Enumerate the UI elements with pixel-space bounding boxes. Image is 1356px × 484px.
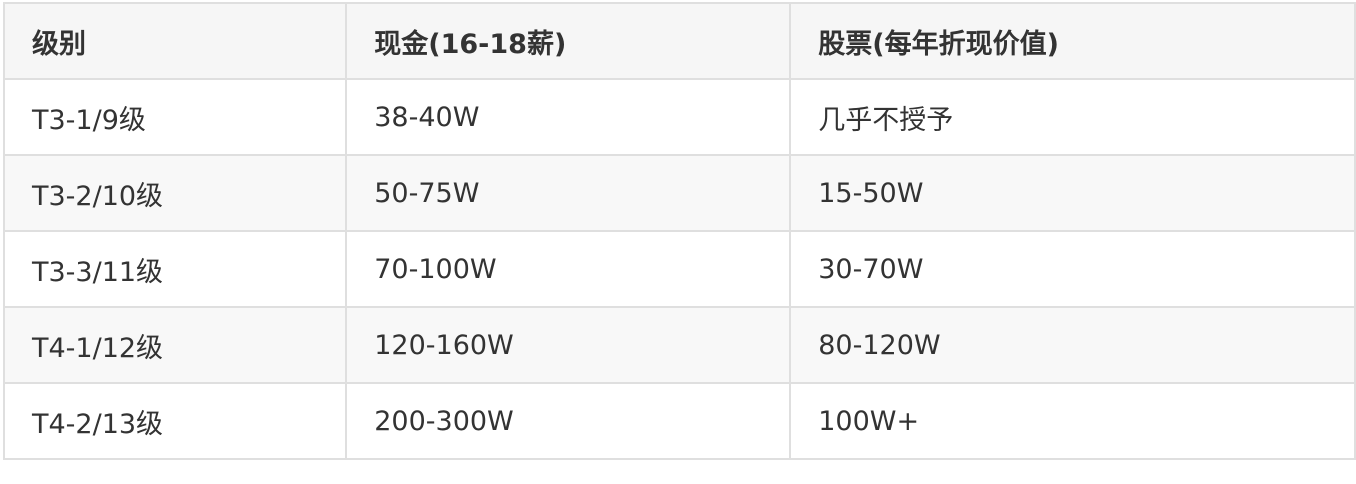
cell-level: T3-3/11级 [2,230,348,308]
cell-level: T4-1/12级 [2,306,348,384]
cell-stock: 30-70W [789,230,1356,308]
table-row: T4-1/12级 120-160W 80-120W [2,306,1356,384]
table-row: T4-2/13级 200-300W 100W+ [2,382,1356,460]
table-row: T3-2/10级 50-75W 15-50W [2,154,1356,232]
table-header-row: 级别 现金(16-18薪) 股票(每年折现价值) [2,2,1356,80]
cell-level: T3-1/9级 [2,78,348,156]
cell-cash: 200-300W [345,382,792,460]
cell-cash: 70-100W [345,230,792,308]
cell-level: T4-2/13级 [2,382,348,460]
cell-stock: 几乎不授予 [789,78,1356,156]
salary-table: 级别 现金(16-18薪) 股票(每年折现价值) T3-1/9级 38-40W … [2,2,1356,460]
cell-level: T3-2/10级 [2,154,348,232]
cell-stock: 80-120W [789,306,1356,384]
cell-stock: 100W+ [789,382,1356,460]
cell-cash: 38-40W [345,78,792,156]
header-cash: 现金(16-18薪) [345,2,792,80]
cell-cash: 50-75W [345,154,792,232]
table-row: T3-1/9级 38-40W 几乎不授予 [2,78,1356,156]
header-stock: 股票(每年折现价值) [789,2,1356,80]
cell-stock: 15-50W [789,154,1356,232]
cell-cash: 120-160W [345,306,792,384]
header-level: 级别 [2,2,348,80]
table-row: T3-3/11级 70-100W 30-70W [2,230,1356,308]
